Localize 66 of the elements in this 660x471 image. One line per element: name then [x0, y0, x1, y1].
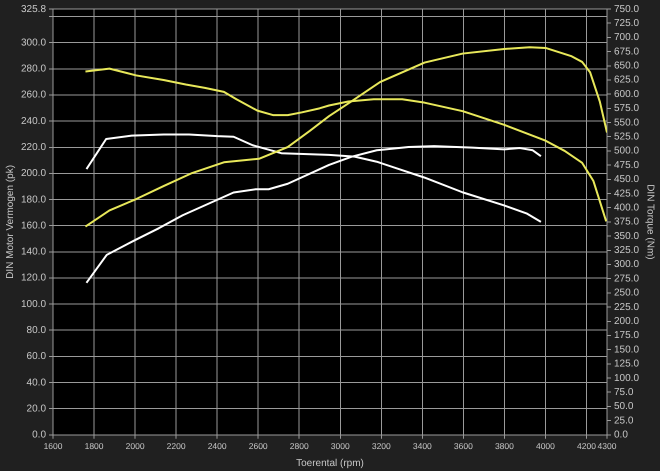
y2-tick-label: 575.0 [614, 103, 640, 114]
y-tick-label: 100.0 [20, 298, 46, 310]
y2-tick-label: 200.0 [614, 316, 640, 328]
y2-tick-label: 300.0 [614, 259, 640, 270]
y-tick-label: 80.0 [26, 324, 46, 336]
y2-tick-label: 500.0 [614, 146, 640, 157]
y2-tick-label: 225.0 [614, 302, 640, 313]
y2-tick-label: 675.0 [614, 46, 640, 58]
y-tick-label: 40.0 [26, 377, 46, 388]
y2-tick-label: 475.0 [614, 160, 640, 171]
y2-tick-label: 125.0 [614, 358, 640, 370]
x-tick-label: 2600 [248, 441, 268, 452]
y2-tick-label: 175.0 [614, 330, 640, 342]
y-tick-label: 220.0 [20, 142, 46, 154]
y-tick-label: 60.0 [26, 351, 46, 362]
y-tick-label: 20.0 [26, 403, 46, 414]
y2-tick-label: 100.0 [614, 372, 640, 384]
y2-tick-label: 75.0 [614, 386, 634, 398]
y-tick-label: 160.0 [20, 220, 46, 232]
y2-tick-label: 350.0 [614, 230, 640, 242]
y-tick-label: 240.0 [20, 116, 46, 127]
y2-tick-label: 725.0 [614, 18, 640, 29]
x-tick-label: 3000 [330, 441, 350, 452]
y-tick-label: 0.0 [32, 430, 46, 441]
y2-tick-label: 50.0 [614, 401, 634, 412]
y2-tick-label: 375.0 [614, 216, 640, 228]
x-tick-label: 4200 [577, 441, 596, 452]
y-tick-label: 260.0 [20, 90, 46, 101]
x-tick-label: 3600 [454, 441, 474, 452]
x-tick-label: 2400 [208, 441, 227, 452]
x-tick-label: 1800 [84, 441, 104, 452]
y2-tick-label: 525.0 [614, 131, 640, 142]
x-tick-label: 3200 [372, 441, 392, 452]
y-tick-label: 300.0 [20, 37, 46, 48]
y-tick-label: 120.0 [20, 272, 46, 284]
y2-tick-label: 25.0 [614, 415, 634, 426]
x-tick-label: 2800 [290, 441, 309, 452]
y2-tick-label: 325.0 [614, 245, 640, 256]
y2-tick-label: 425.0 [614, 188, 640, 200]
y-tick-label: 180.0 [20, 194, 46, 206]
x-tick-label: 2200 [166, 441, 186, 452]
y-axis-title: DIN Motor Vermogen (pk) [4, 164, 16, 279]
x-tick-label: 4000 [536, 441, 556, 452]
y-tick-label: 325.8 [20, 4, 46, 15]
y2-axis-title: DIN Torque (Nm) [644, 184, 656, 260]
y2-tick-label: 400.0 [614, 202, 640, 214]
y2-tick-label: 550.0 [614, 117, 640, 128]
x-tick-label: 3800 [494, 441, 514, 452]
y2-tick-label: 600.0 [614, 88, 640, 100]
y2-tick-label: 250.0 [614, 288, 640, 299]
x-tick-label: 3400 [412, 441, 432, 452]
x-tick-label: 1600 [44, 441, 63, 452]
y-tick-label: 280.0 [20, 64, 46, 75]
y2-tick-label: 150.0 [614, 344, 640, 356]
y-tick-label: 200.0 [20, 168, 46, 180]
y2-tick-label: 700.0 [614, 32, 640, 44]
x-tick-label: 4300 [598, 441, 617, 452]
y2-tick-label: 650.0 [614, 60, 640, 72]
y2-tick-label: 275.0 [614, 273, 640, 284]
y2-tick-label: 750.0 [614, 4, 640, 15]
y2-tick-label: 450.0 [614, 174, 640, 186]
x-axis-title: Toerental (rpm) [296, 458, 364, 469]
x-tick-label: 2000 [126, 441, 145, 452]
y-tick-label: 140.0 [20, 246, 46, 258]
y2-tick-label: 625.0 [614, 74, 640, 86]
y2-tick-label: 0.0 [614, 430, 628, 441]
